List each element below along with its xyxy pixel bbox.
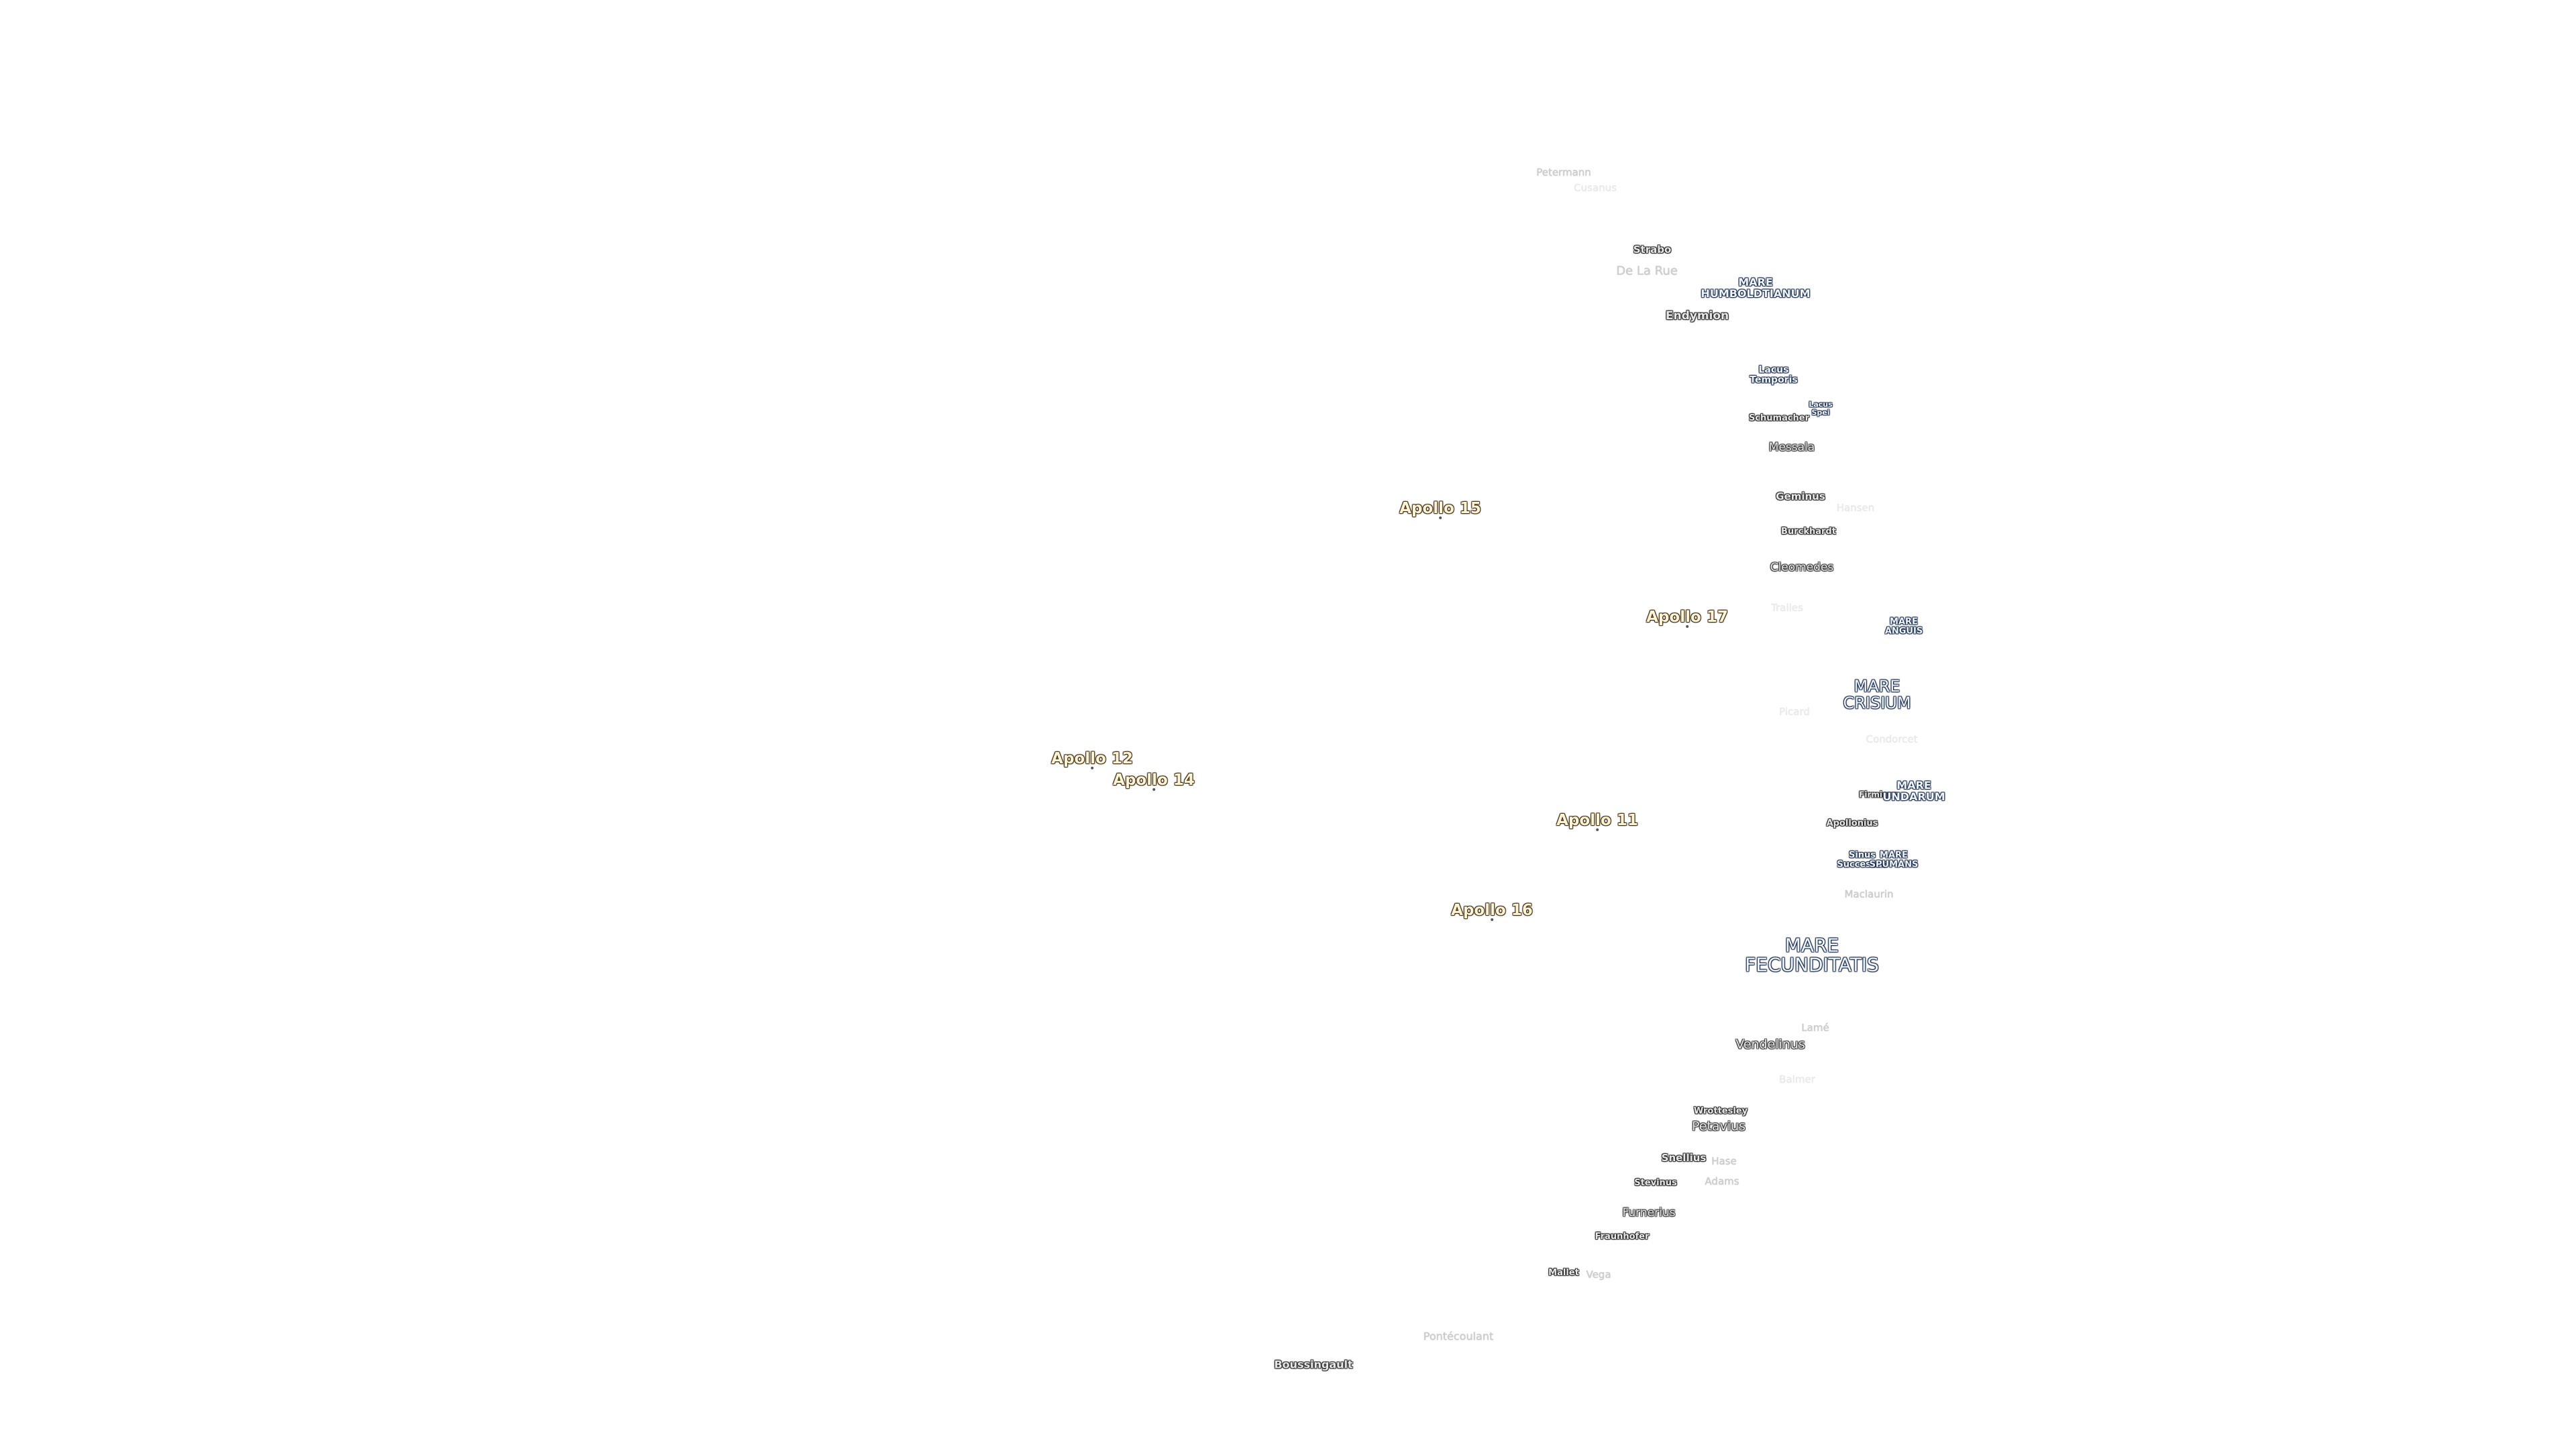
mare-label: MARE FECUNDITATIS [1745,934,1879,976]
crater-label: Geminus [1776,490,1825,503]
mare-label: MARE UNDARUM [1882,779,1945,803]
apollo-label: Apollo 11 [1556,811,1638,832]
crater-label: Vendelinus [1735,1037,1805,1053]
crater-label: Hase [1711,1155,1737,1168]
crater-label: Balmer [1779,1073,1815,1086]
mare-label: MARE CRISIUM [1843,676,1911,712]
crater-label: Cusanus [1574,182,1617,195]
crater-label: Schumacher [1748,413,1810,424]
mare-label: Lacus Spei [1809,400,1833,417]
crater-label: Stevinus [1634,1178,1677,1189]
crater-label: Petavius [1691,1119,1746,1134]
mare-label: MARE SPUMANS [1869,850,1919,869]
crater-label: Cleomedes [1770,561,1834,575]
apollo-label: Apollo 16 [1451,901,1533,922]
apollo-label: Apollo 15 [1399,499,1481,520]
crater-label: Strabo [1633,244,1672,256]
crater-label: Pontécoulant [1423,1330,1494,1343]
crater-label: Mallet [1548,1268,1579,1279]
crater-label: Endymion [1665,309,1729,323]
crater-label: Petermann [1536,166,1591,179]
crater-label: Apollonius [1826,818,1878,829]
crater-label: Firmicus [1859,790,1898,800]
apollo-label: Apollo 14 [1113,771,1195,792]
crater-label: Snellius [1661,1152,1707,1165]
crater-label: Maclaurin [1844,888,1894,901]
crater-label: Burckhardt [1781,527,1836,537]
crater-label: Adams [1705,1175,1739,1188]
crater-label: De La Rue [1616,264,1678,278]
crater-label: Furnerius [1622,1206,1676,1220]
crater-label: Messala [1768,441,1815,455]
crater-label: Tralles [1771,602,1803,614]
mare-label: Lacus Temporis [1750,364,1798,385]
crater-label: Hansen [1836,502,1875,515]
apollo-label: Apollo 12 [1051,749,1133,770]
crater-label: Wrottesley [1693,1106,1748,1117]
mare-label: Sinus Successus [1837,850,1888,869]
crater-label: Lamé [1801,1022,1829,1034]
crater-label: Fraunhofer [1595,1232,1650,1242]
apollo-label: Apollo 17 [1646,608,1728,629]
crater-label: Condorcet [1866,733,1918,746]
crater-label: Picard [1779,706,1810,718]
crater-label: Vega [1586,1269,1611,1281]
mare-label: MARE ANGUIS [1884,616,1923,636]
mare-label: MARE HUMBOLDTIANUM [1701,276,1811,300]
crater-label: Boussingault [1274,1358,1353,1371]
